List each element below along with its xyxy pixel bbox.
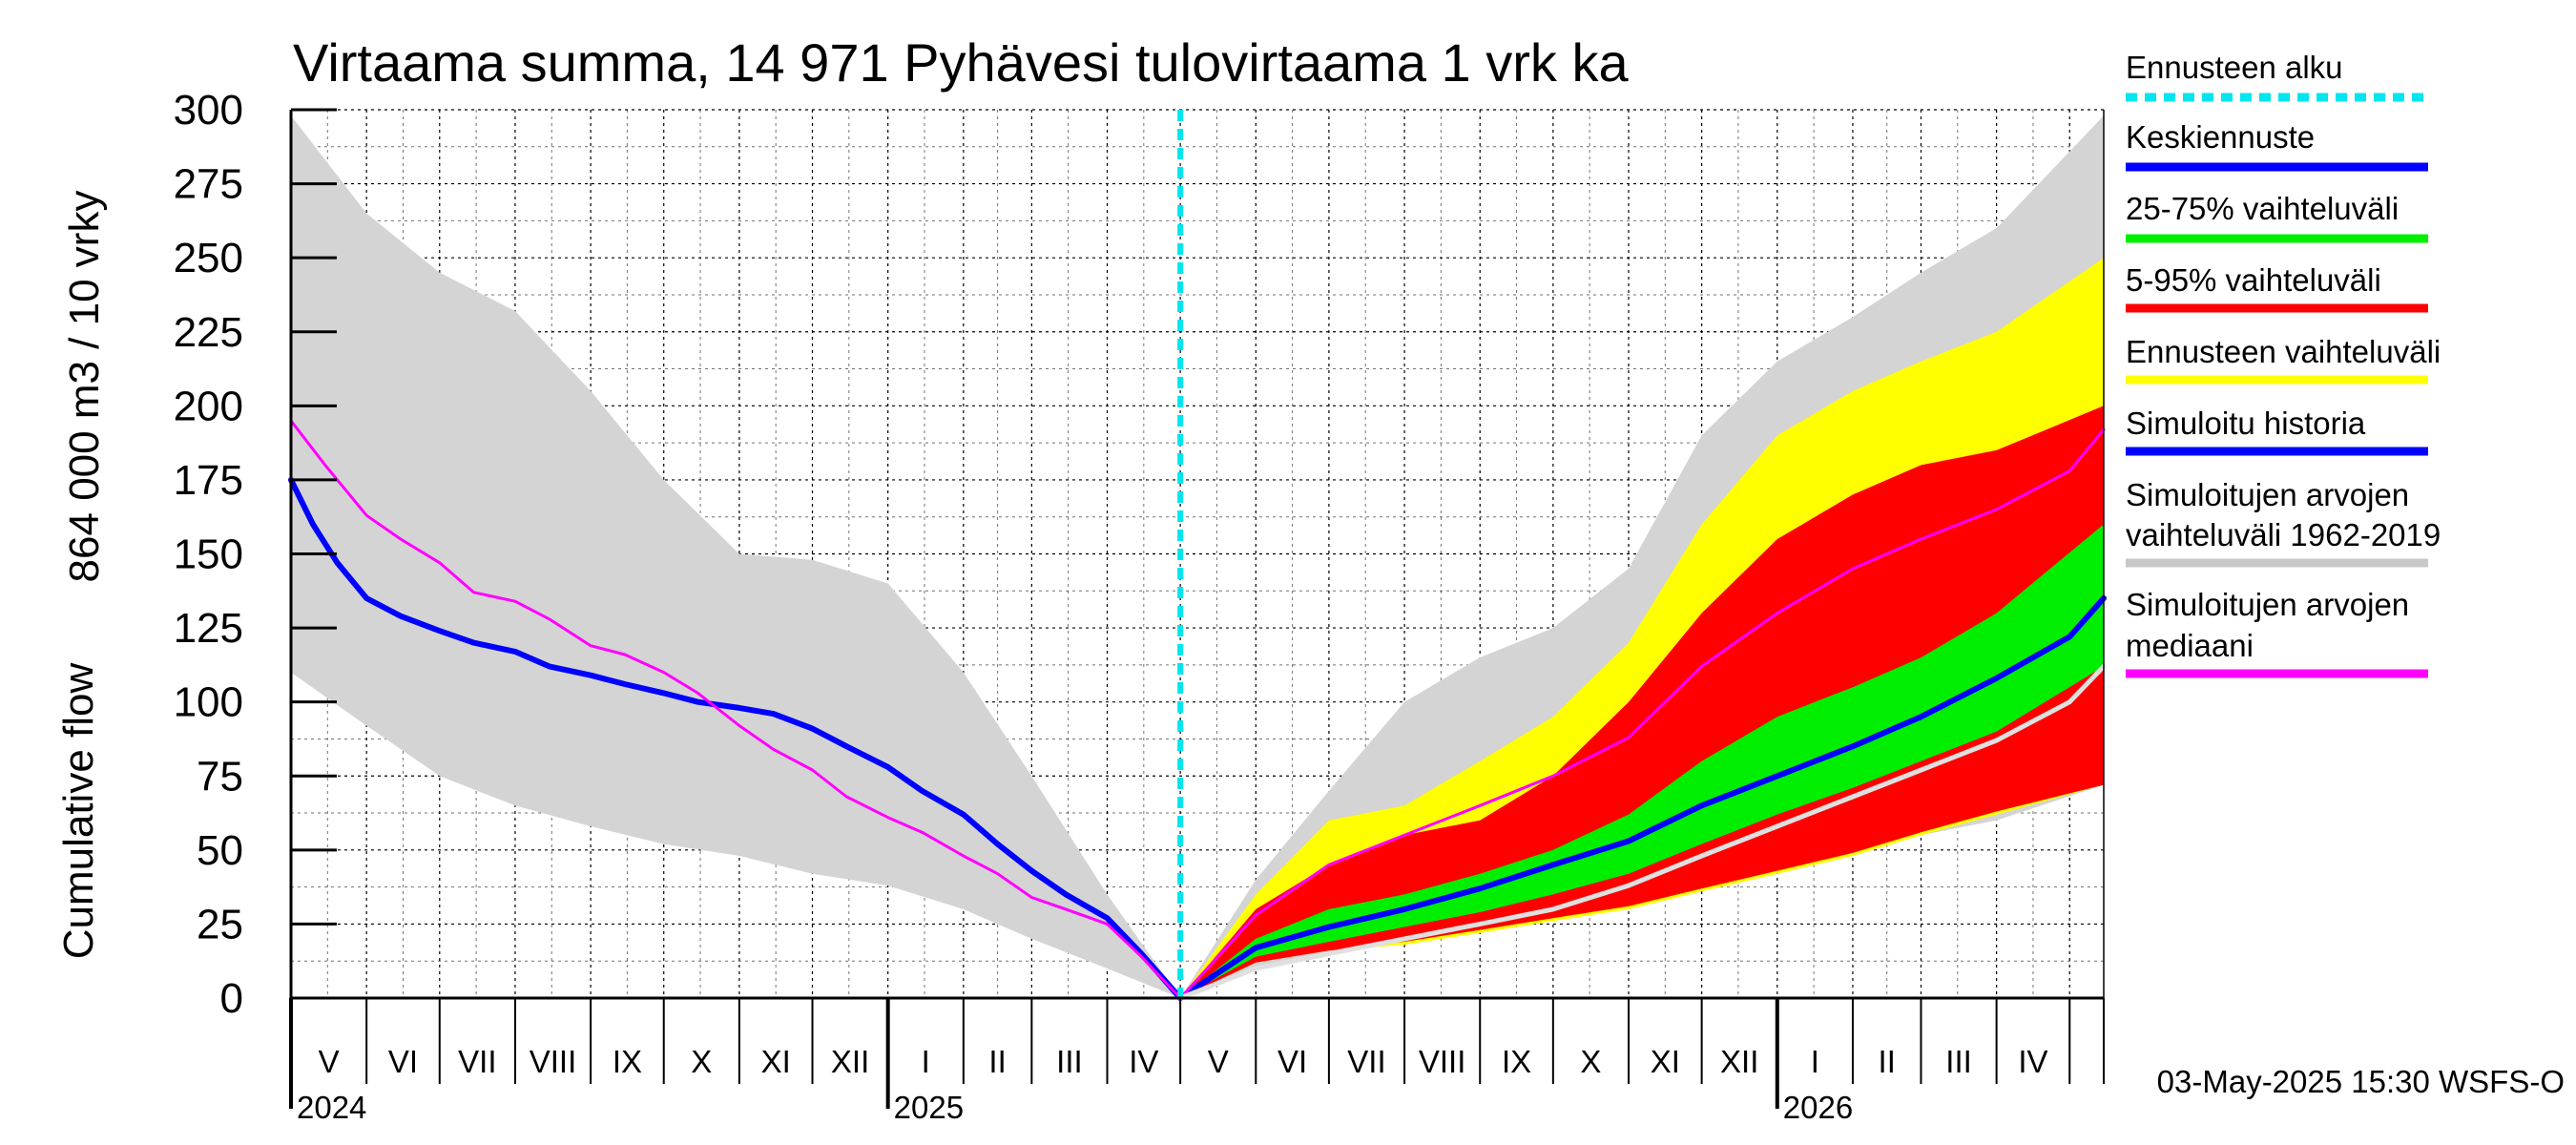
y-tick-label: 275 xyxy=(174,161,243,208)
y-tick-label: 300 xyxy=(174,87,243,134)
x-year-label: 2025 xyxy=(894,1090,964,1125)
x-month-label: V xyxy=(319,1044,340,1079)
x-month-label: IX xyxy=(1502,1044,1531,1079)
footer-timestamp: 03-May-2025 15:30 WSFS-O xyxy=(2157,1064,2565,1099)
legend: Ennusteen alku Keskiennuste 25-75% vaihtel… xyxy=(2126,50,2441,678)
x-month-label: X xyxy=(691,1044,712,1079)
band-25-75-vaihteluv-li xyxy=(1180,524,2104,998)
x-month-label: IV xyxy=(2018,1044,2047,1079)
y-tick-label: 0 xyxy=(220,975,243,1022)
y-tick-label: 75 xyxy=(197,753,243,800)
x-month-label: XII xyxy=(831,1044,869,1079)
y-tick-label: 200 xyxy=(174,383,243,429)
legend-label-simuloitujen-arvojen-vaihteluv-li-1962-2019: vaihteluväli 1962-2019 xyxy=(2126,517,2441,552)
y-axis-label-top: 864 000 m3 / 10 vrky xyxy=(61,191,108,583)
x-month-label: II xyxy=(988,1044,1006,1079)
x-month-label: VI xyxy=(388,1044,418,1079)
y-axis-label-bottom: Cumulative flow xyxy=(55,663,102,960)
series-line-simuloitujen-arvojen-mediaani-fcst xyxy=(1178,427,2106,1000)
legend-label-simuloitujen-arvojen-mediaani: mediaani xyxy=(2126,628,2254,663)
x-year-label: 2026 xyxy=(1783,1090,1853,1125)
y-tick-label: 50 xyxy=(197,827,243,874)
x-month-label: VIII xyxy=(530,1044,577,1079)
series-line-simuloitujen-arvojen-mediaani-hist xyxy=(289,419,1182,1000)
x-month-label: VIII xyxy=(1419,1044,1466,1079)
band-simuloitujen-arvojen-vaihteluv-li-1962-2019-hist xyxy=(291,115,1181,998)
x-month-label: IV xyxy=(1129,1044,1158,1079)
y-tick-label: 25 xyxy=(197,901,243,947)
legend-label-simuloitujen-arvojen-vaihteluv-li-1962-2019: Simuloitujen arvojen xyxy=(2126,477,2409,512)
x-month-label: VI xyxy=(1278,1044,1307,1079)
chart-title: Virtaama summa, 14 971 Pyhävesi tulovirt… xyxy=(293,32,1629,93)
y-tick-label: 250 xyxy=(174,235,243,281)
band-5-95-vaihteluv-li xyxy=(1180,406,2104,998)
x-month-label: VII xyxy=(1347,1044,1385,1079)
axes xyxy=(289,108,2105,1109)
legend-label-simuloitujen-arvojen-mediaani: Simuloitujen arvojen xyxy=(2126,587,2409,622)
y-tick-label: 150 xyxy=(174,531,243,578)
x-month-label: III xyxy=(1945,1044,1972,1079)
bands-layer xyxy=(291,115,2104,998)
legend-label-ennusteen-vaihteluv-li: Ennusteen vaihteluväli xyxy=(2126,334,2441,369)
series-line-keskiennuste xyxy=(1177,595,2107,1001)
x-month-label: I xyxy=(1811,1044,1819,1079)
y-tick-label: 100 xyxy=(174,679,243,726)
x-month-label: XI xyxy=(1651,1044,1680,1079)
x-month-label: X xyxy=(1580,1044,1601,1079)
legend-label-25-75-vaihteluv-li: 25-75% vaihteluväli xyxy=(2126,191,2399,226)
lines-layer xyxy=(288,110,2107,1001)
legend-label-ennusteen-alku: Ennusteen alku xyxy=(2126,50,2343,85)
legend-label-5-95-vaihteluv-li: 5-95% vaihteluväli xyxy=(2126,262,2381,298)
y-tick-label: 225 xyxy=(174,309,243,356)
legend-label-simuloitu-historia: Simuloitu historia xyxy=(2126,406,2366,441)
x-month-label: III xyxy=(1056,1044,1083,1079)
x-month-label: VII xyxy=(458,1044,496,1079)
x-month-label: XI xyxy=(761,1044,791,1079)
series-line-simuloitu-historia xyxy=(288,476,1184,1001)
legend-label-keskiennuste: Keskiennuste xyxy=(2126,119,2315,155)
y-tick-label: 125 xyxy=(174,605,243,652)
x-month-label: I xyxy=(922,1044,930,1079)
series-line-simuloitujen-arvojen-mediaani-1962-2019-fcst xyxy=(1177,663,2107,1001)
x-month-label: V xyxy=(1208,1044,1229,1079)
x-year-label: 2024 xyxy=(297,1090,366,1125)
x-month-label: II xyxy=(1879,1044,1896,1079)
x-month-label: IX xyxy=(613,1044,642,1079)
x-month-label: XII xyxy=(1720,1044,1758,1079)
y-tick-label: 175 xyxy=(174,457,243,504)
